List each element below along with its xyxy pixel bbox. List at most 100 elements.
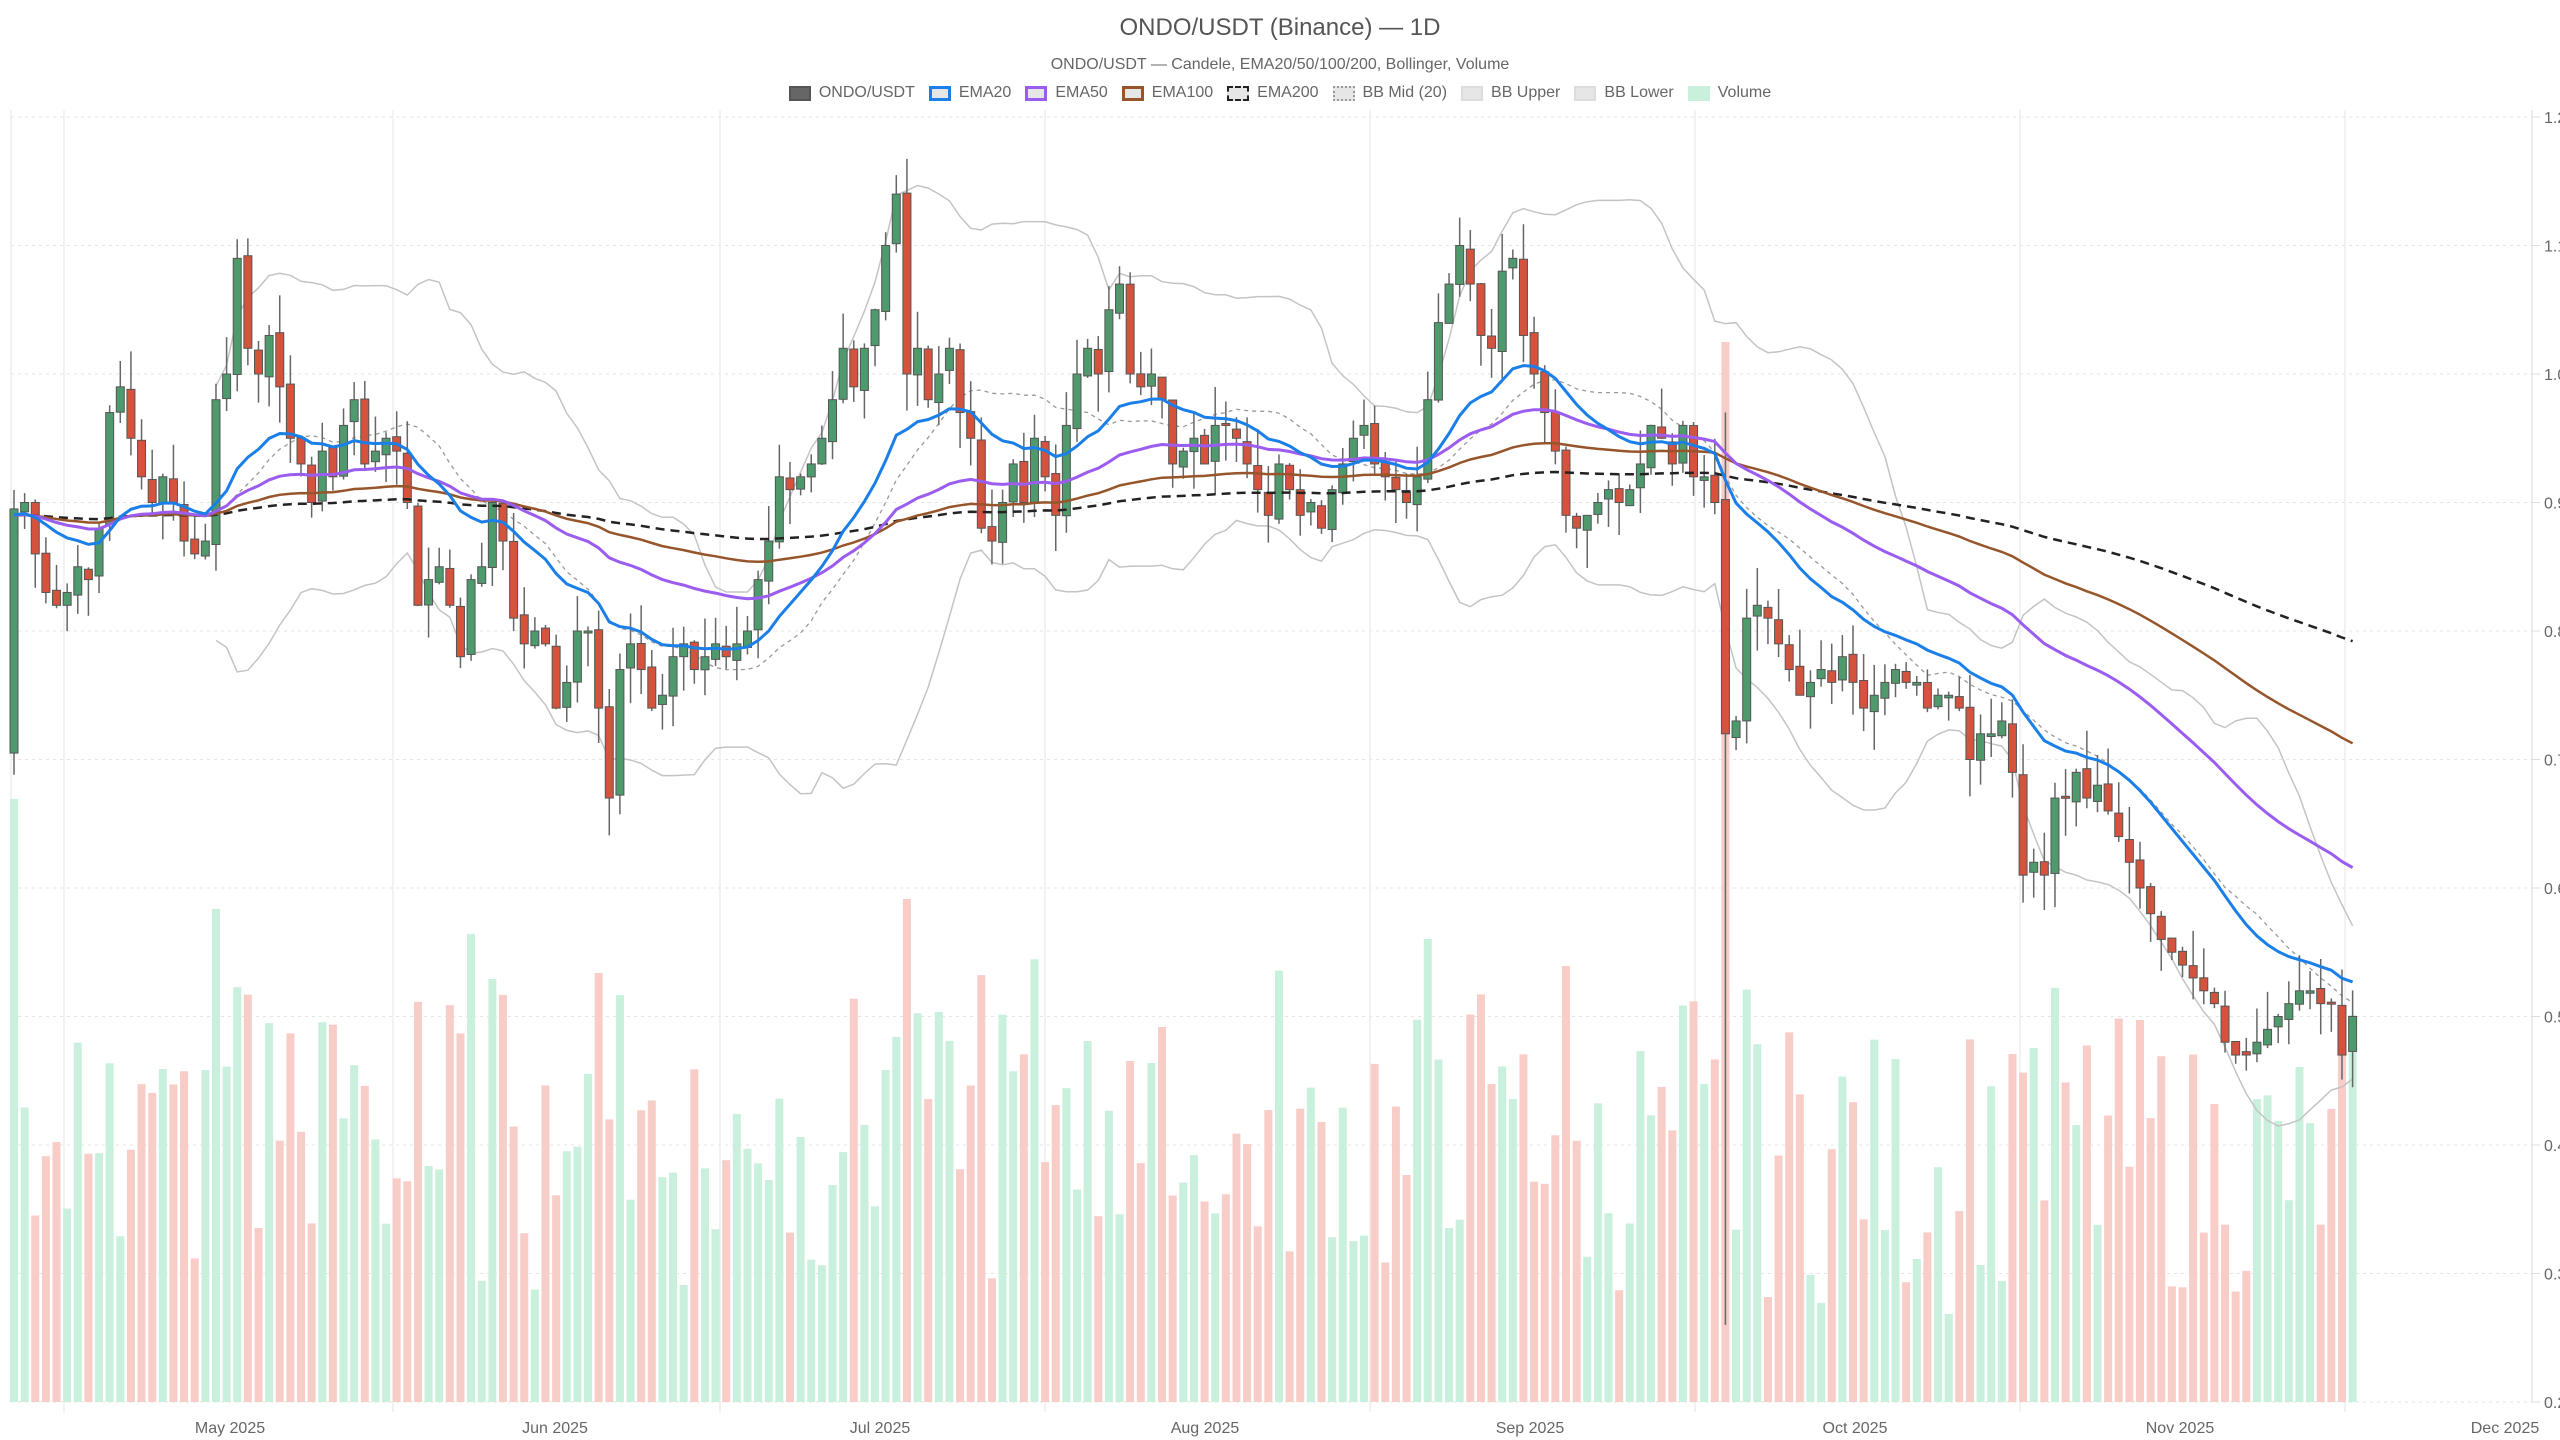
candle[interactable]	[796, 476, 806, 490]
candle[interactable]	[1061, 424, 1071, 517]
candle[interactable]	[1253, 465, 1263, 491]
candle[interactable]	[2231, 1040, 2241, 1056]
candle[interactable]	[222, 373, 232, 400]
candle[interactable]	[1231, 428, 1241, 439]
candle[interactable]	[466, 579, 476, 655]
candle[interactable]	[806, 463, 816, 478]
candle[interactable]	[1710, 474, 1720, 503]
candle[interactable]	[1146, 373, 1156, 387]
candle[interactable]	[83, 568, 93, 581]
candle[interactable]	[1986, 733, 1996, 738]
candle[interactable]	[2273, 1016, 2283, 1028]
candle[interactable]	[1327, 489, 1337, 531]
candle[interactable]	[721, 645, 731, 658]
candle[interactable]	[2082, 768, 2092, 799]
candle[interactable]	[1646, 424, 1656, 469]
legend-ema20[interactable]: EMA20	[928, 84, 1011, 102]
candle[interactable]	[1933, 694, 1943, 708]
candle[interactable]	[264, 334, 274, 378]
candle[interactable]	[2124, 839, 2134, 863]
candle[interactable]	[73, 566, 83, 596]
candle[interactable]	[657, 694, 667, 705]
candle[interactable]	[179, 504, 189, 542]
candle[interactable]	[1168, 399, 1178, 465]
candle[interactable]	[2103, 783, 2113, 812]
candle[interactable]	[594, 629, 604, 709]
candle[interactable]	[604, 706, 614, 799]
candle[interactable]	[1104, 309, 1114, 373]
candle[interactable]	[1550, 411, 1560, 452]
candle[interactable]	[2146, 886, 2156, 915]
candle[interactable]	[711, 643, 721, 660]
candle[interactable]	[2039, 861, 2049, 876]
candle[interactable]	[1433, 322, 1443, 401]
candle[interactable]	[9, 508, 19, 754]
candle[interactable]	[2167, 937, 2177, 953]
candle[interactable]	[1837, 656, 1847, 681]
candle[interactable]	[1635, 463, 1645, 489]
candle[interactable]	[1805, 681, 1815, 698]
candle[interactable]	[1540, 371, 1550, 414]
candle[interactable]	[583, 630, 593, 634]
candle[interactable]	[1508, 257, 1518, 269]
candle[interactable]	[1593, 502, 1603, 515]
candle[interactable]	[753, 579, 763, 631]
candle[interactable]	[636, 643, 646, 671]
candle[interactable]	[2092, 784, 2102, 802]
candle[interactable]	[859, 347, 869, 391]
candle[interactable]	[2029, 861, 2039, 873]
candle[interactable]	[52, 589, 62, 606]
candle[interactable]	[1912, 681, 1922, 686]
candle[interactable]	[1444, 283, 1454, 324]
candle[interactable]	[253, 349, 263, 375]
candle[interactable]	[1944, 694, 1954, 699]
candle[interactable]	[285, 383, 295, 439]
candle[interactable]	[998, 502, 1008, 543]
candle[interactable]	[1859, 679, 1869, 709]
candle[interactable]	[913, 347, 923, 376]
candle[interactable]	[1518, 258, 1528, 336]
candle[interactable]	[1922, 681, 1932, 709]
legend-bb-mid[interactable]: BB Mid (20)	[1332, 84, 1447, 102]
candle[interactable]	[2156, 915, 2166, 940]
candle[interactable]	[1784, 644, 1794, 671]
candle[interactable]	[1869, 694, 1879, 713]
candle[interactable]	[1763, 606, 1773, 619]
candle[interactable]	[137, 439, 147, 478]
candle[interactable]	[455, 605, 465, 658]
candle[interactable]	[2337, 1004, 2347, 1056]
legend-volume[interactable]: Volume	[1687, 84, 1771, 102]
candle[interactable]	[2348, 1016, 2358, 1052]
candle[interactable]	[2263, 1028, 2273, 1046]
candle[interactable]	[1625, 489, 1635, 507]
candle[interactable]	[668, 656, 678, 697]
candle[interactable]	[20, 502, 30, 513]
candle[interactable]	[1040, 440, 1050, 478]
candle[interactable]	[2199, 977, 2209, 992]
candle[interactable]	[572, 630, 582, 683]
candle[interactable]	[477, 566, 487, 584]
candle[interactable]	[1200, 434, 1210, 465]
candle[interactable]	[2114, 812, 2124, 838]
candle[interactable]	[1210, 424, 1220, 462]
candle[interactable]	[1423, 399, 1433, 480]
candle[interactable]	[1072, 373, 1082, 430]
candle[interactable]	[1901, 670, 1911, 683]
candle[interactable]	[1774, 619, 1784, 645]
candle[interactable]	[934, 373, 944, 404]
candle[interactable]	[2326, 1001, 2336, 1005]
candle[interactable]	[923, 348, 933, 401]
candle[interactable]	[987, 526, 997, 542]
candle[interactable]	[62, 591, 72, 606]
candle[interactable]	[243, 255, 253, 349]
candle[interactable]	[147, 478, 157, 503]
candle[interactable]	[700, 656, 710, 671]
candle[interactable]	[976, 439, 986, 529]
candle[interactable]	[2316, 987, 2326, 1005]
candle[interactable]	[487, 502, 497, 568]
candle[interactable]	[1295, 489, 1305, 516]
candle[interactable]	[1614, 488, 1624, 503]
candle[interactable]	[870, 309, 880, 347]
candle[interactable]	[1795, 665, 1805, 696]
